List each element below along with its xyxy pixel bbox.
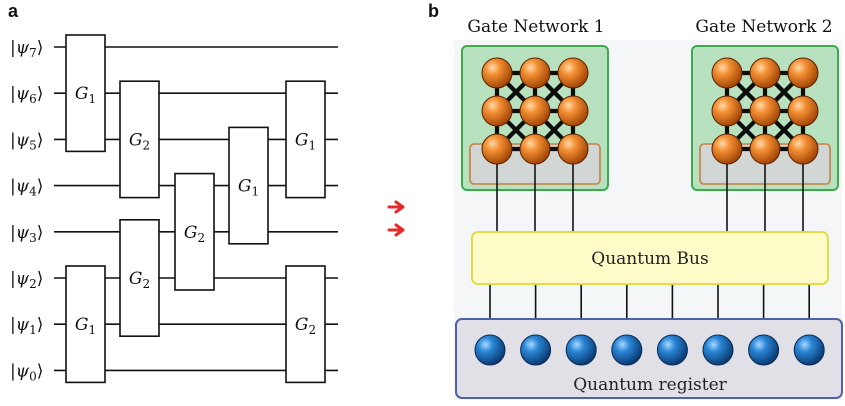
qubit-label: |ψ4⟩ <box>10 177 43 199</box>
gate-box <box>65 34 106 153</box>
qubit-label: |ψ2⟩ <box>10 269 43 291</box>
network-qubit-node <box>557 95 589 127</box>
gate-box <box>228 126 269 245</box>
gate-label: G1 <box>295 130 316 152</box>
architecture-diagram: Gate Network 1 Gate Network 2 Quantum Bu… <box>454 17 843 400</box>
network-qubit-node <box>787 57 819 89</box>
qubit-label: |ψ3⟩ <box>10 223 43 245</box>
quantum-circuit: |ψ7⟩ |ψ6⟩ |ψ5⟩ |ψ4⟩ |ψ3⟩ |ψ2⟩ |ψ1⟩ |ψ0⟩ G1 G2 G1 G2… <box>10 34 338 384</box>
register-qubit-node <box>656 334 688 366</box>
network-qubit-node <box>749 95 781 127</box>
gate-box <box>65 265 106 384</box>
network-qubit-node <box>481 57 513 89</box>
gate-box <box>285 80 326 199</box>
register-qubit-node <box>611 334 643 366</box>
network-qubit-node <box>711 57 743 89</box>
register-qubit-node <box>520 334 552 366</box>
network-qubit-node <box>519 95 551 127</box>
network-qubit-node <box>749 133 781 165</box>
network-qubit-node <box>787 95 819 127</box>
gate-label: G2 <box>129 269 150 291</box>
gate-label: G2 <box>129 130 150 152</box>
qubit-label: |ψ6⟩ <box>10 84 43 106</box>
network-qubit-node <box>519 57 551 89</box>
gate-label: G1 <box>75 84 96 106</box>
network-qubit-node <box>557 57 589 89</box>
qubit-label: |ψ5⟩ <box>10 130 43 152</box>
qubit-label: |ψ0⟩ <box>10 361 43 383</box>
gate-box <box>119 219 160 338</box>
network-qubit-node <box>519 133 551 165</box>
gate-network-2-title: Gate Network 2 <box>695 17 832 37</box>
network-qubit-node <box>787 133 819 165</box>
gate-label: G1 <box>238 177 259 199</box>
gate-label: G2 <box>184 223 205 245</box>
network-qubit-node <box>481 95 513 127</box>
quantum-bus-box <box>471 231 829 285</box>
qubit-label: |ψ7⟩ <box>10 38 43 60</box>
register-qubit-node <box>793 334 825 366</box>
quantum-register-label: Quantum register <box>573 375 727 395</box>
gate-network-1-title: Gate Network 1 <box>467 17 604 37</box>
gate-box <box>174 172 215 291</box>
gate-label: G2 <box>295 315 316 337</box>
network-qubit-node <box>711 133 743 165</box>
gate-label: G1 <box>75 315 96 337</box>
register-qubits <box>474 334 825 366</box>
transform-arrow-icon <box>387 200 405 237</box>
register-qubit-node <box>565 334 597 366</box>
network-qubit-node <box>481 133 513 165</box>
panel-b-label: b <box>428 1 439 21</box>
network-qubit-node <box>749 57 781 89</box>
network-qubit-node <box>557 133 589 165</box>
quantum-bus-label: Quantum Bus <box>591 249 708 269</box>
register-qubit-node <box>748 334 780 366</box>
qubit-label: |ψ1⟩ <box>10 315 43 337</box>
network-qubit-node <box>711 95 743 127</box>
gate-box <box>285 265 326 384</box>
register-qubit-node <box>474 334 506 366</box>
register-qubit-node <box>702 334 734 366</box>
gate-box <box>119 80 160 199</box>
quantum-register-box <box>455 318 843 399</box>
gate-network-1-graph <box>481 57 589 165</box>
gate-network-2-graph <box>711 57 819 165</box>
panel-a-label: a <box>8 1 19 21</box>
